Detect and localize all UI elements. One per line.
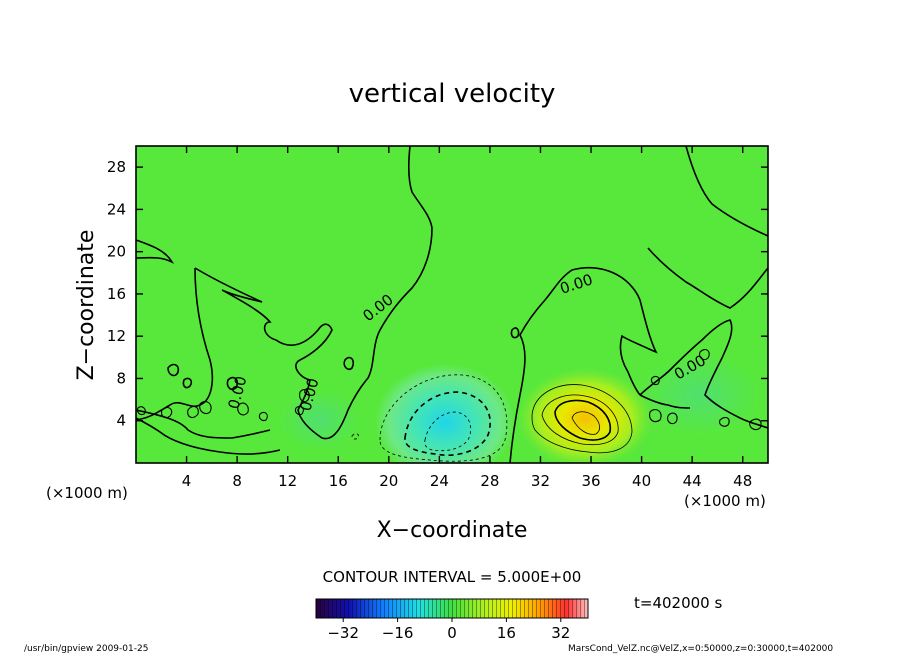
x-tick-label: 32 [531, 472, 550, 490]
x-tick-label: 40 [632, 472, 651, 490]
soft-shade [640, 355, 760, 435]
x-tick-label: 24 [430, 472, 449, 490]
colorbar-tick-label: 32 [551, 624, 570, 642]
y-tick-label: 4 [116, 412, 126, 430]
y-tick-label: 24 [107, 200, 126, 218]
y-tick-label: 8 [116, 369, 126, 387]
colorbar-tick-label: 16 [497, 624, 516, 642]
contour-interval-text: CONTOUR INTERVAL = 5.000E+00 [323, 568, 582, 586]
x-axis-unit-right: (×1000 m) [684, 492, 766, 510]
plot-frame [135, 145, 769, 464]
x-tick-label: 44 [683, 472, 702, 490]
y-tick-label: 20 [107, 243, 126, 261]
colorbar-tick-label: −32 [327, 624, 359, 642]
x-axis-ticks: 4 8 12 16 20 24 28 32 36 40 44 48 [182, 146, 752, 490]
y-tick-label: 12 [107, 327, 126, 345]
zero-contours [136, 146, 768, 463]
y-axis-label: Z−coordinate [74, 230, 99, 381]
x-tick-label: 36 [581, 472, 600, 490]
y-axis-ticks: 4 8 12 16 20 24 28 [107, 158, 768, 430]
x-tick-label: 4 [182, 472, 192, 490]
x-tick-label: 8 [232, 472, 242, 490]
y-tick-label: 16 [107, 285, 126, 303]
positive-contours [531, 384, 633, 454]
noise-contours [136, 349, 762, 431]
x-tick-label: 28 [480, 472, 499, 490]
time-label: t=402000 s [634, 594, 722, 612]
x-tick-label: 20 [379, 472, 398, 490]
soft-shade [280, 390, 360, 450]
x-tick-label: 12 [278, 472, 297, 490]
y-tick-label: 28 [107, 158, 126, 176]
chart-title: vertical velocity [349, 79, 556, 109]
colorbar-tick-label: −16 [382, 624, 414, 642]
colorbar-tick-label: 0 [447, 624, 457, 642]
x-tick-label: 48 [733, 472, 752, 490]
colorbar-ticks: −32 −16 0 16 32 [327, 618, 570, 642]
downdraft-shade [375, 364, 515, 463]
negative-contours [351, 374, 508, 462]
x-axis-unit-left: (×1000 m) [46, 484, 128, 502]
footer-left: /usr/bin/gpview 2009-01-25 [24, 644, 148, 654]
x-tick-label: 16 [329, 472, 348, 490]
updraft-shade [517, 368, 653, 463]
x-axis-label: X−coordinate [377, 518, 528, 543]
footer-right: MarsCond_VelZ.nc@VelZ,x=0:50000,z=0:3000… [568, 644, 833, 654]
